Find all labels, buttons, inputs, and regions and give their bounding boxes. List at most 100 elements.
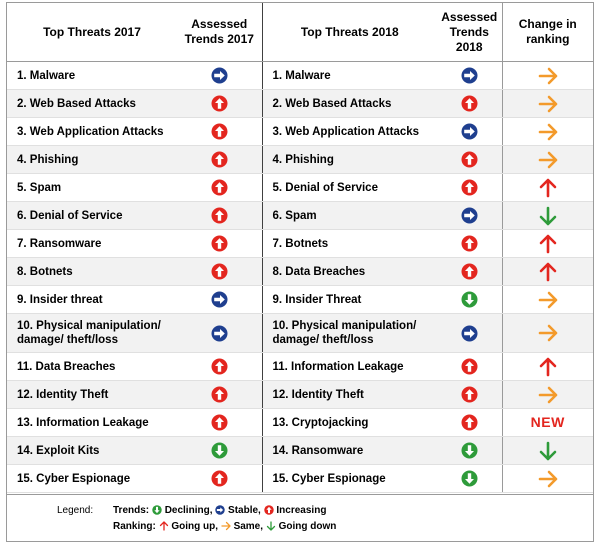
arrow-right-icon [538,67,558,84]
header-assessed-trends-2018: Assessed Trends 2018 [437,3,502,62]
increasing-icon [263,505,274,516]
table-row: 8. Botnets 8. Data Breaches [7,257,593,286]
threat-2017-name: 1. Malware [7,61,177,90]
trend-2018-cell [437,89,502,118]
stable-trend-icon [461,207,478,224]
threat-2018-name: 7. Botnets [261,229,437,258]
trend-2018-cell [437,408,502,437]
threat-2017-name: 3. Web Application Attacks [7,117,177,146]
change-in-ranking-cell [501,173,593,202]
increasing-trend-icon [461,358,478,375]
table-body: 1. Malware 1. Malware 2. Web Based Attacks… [7,61,593,493]
threat-2018-name: 3. Web Application Attacks [261,117,437,146]
trend-2018-cell [437,464,502,493]
table-row: 13. Information Leakage 13. Cryptojacking… [7,408,593,437]
legend-going-up-text: Going up, [171,521,218,533]
table-row: 6. Denial of Service 6. Spam [7,201,593,230]
trend-2017-cell [177,380,262,409]
trend-2018-cell [437,436,502,465]
increasing-trend-icon [211,95,228,112]
threat-2018-name: 11. Information Leakage [261,352,437,381]
stable-trend-icon [211,291,228,308]
increasing-trend-icon [461,95,478,112]
increasing-trend-icon [211,358,228,375]
trend-2017-cell [177,257,262,286]
trend-2018-cell [437,61,502,90]
trend-2018-cell [437,285,502,314]
header-top-threats-2018: Top Threats 2018 [261,3,437,62]
arrow-right-icon [538,386,558,403]
stable-trend-icon [461,123,478,140]
increasing-trend-icon [211,470,228,487]
trend-2017-cell [177,201,262,230]
trend-2018-cell [437,117,502,146]
table-row: 4. Phishing 4. Phishing [7,145,593,174]
trend-2017-cell [177,117,262,146]
threat-2017-name: 7. Ransomware [7,229,177,258]
increasing-trend-icon [211,151,228,168]
trend-2017-cell [177,408,262,437]
arrow-right-icon [538,291,558,308]
arrow-down-icon [266,521,276,532]
change-in-ranking-cell [501,201,593,230]
stable-trend-icon [461,325,478,341]
legend-increasing-text: Increasing [276,505,327,517]
arrow-right-icon [538,151,558,168]
change-in-ranking-cell [501,436,593,465]
trend-2018-cell [437,257,502,286]
legend-same-text: Same, [233,521,264,533]
change-in-ranking-cell [501,380,593,409]
trend-2017-cell [177,352,262,381]
table-row: 9. Insider threat 9. Insider Threat [7,285,593,314]
change-in-ranking-cell [501,89,593,118]
legend-trends-label: Trends: [113,505,150,517]
header-change-in-ranking: Change in ranking [501,3,593,62]
threat-2018-name: 4. Phishing [261,145,437,174]
trend-2017-cell [177,89,262,118]
stable-trend-icon [461,67,478,84]
increasing-trend-icon [461,414,478,431]
threat-2017-name: 10. Physical manipulation/ damage/ theft… [7,313,177,353]
trend-2017-cell [177,464,262,493]
arrow-right-icon [538,470,558,487]
declining-trend-icon [211,442,228,459]
threat-2018-name: 1. Malware [261,61,437,90]
arrow-right-icon [538,95,558,112]
header-top-threats-2017: Top Threats 2017 [7,3,177,62]
new-entry-label: NEW [530,413,565,430]
arrow-up-icon [159,521,169,532]
increasing-trend-icon [211,235,228,252]
declining-trend-icon [461,291,478,308]
change-in-ranking-cell [501,285,593,314]
change-in-ranking-cell [501,464,593,493]
threat-2017-name: 5. Spam [7,173,177,202]
change-in-ranking-cell: NEW [501,408,593,437]
table-row: 5. Spam 5. Denial of Service [7,173,593,202]
change-in-ranking-cell [501,257,593,286]
legend-going-down-text: Going down [278,521,337,533]
increasing-trend-icon [211,263,228,280]
table-row: 10. Physical manipulation/ damage/ theft… [7,313,593,353]
increasing-trend-icon [211,179,228,196]
arrow-up-icon [538,262,558,281]
table-row: 15. Cyber Espionage 15. Cyber Espionage [7,464,593,493]
change-in-ranking-cell [501,145,593,174]
threat-2017-name: 9. Insider threat [7,285,177,314]
declining-trend-icon [461,442,478,459]
increasing-trend-icon [461,386,478,403]
table-row: 1. Malware 1. Malware [7,61,593,90]
threat-2017-name: 13. Information Leakage [7,408,177,437]
threat-2017-name: 12. Identity Theft [7,380,177,409]
trend-2018-cell [437,173,502,202]
change-in-ranking-cell [501,229,593,258]
threat-2017-name: 11. Data Breaches [7,352,177,381]
threat-2017-name: 2. Web Based Attacks [7,89,177,118]
trend-2017-cell [177,436,262,465]
arrow-right-icon [221,521,231,532]
trend-2018-cell [437,145,502,174]
legend-ranking-label: Ranking: [113,521,156,533]
threat-2018-name: 9. Insider Threat [261,285,437,314]
table-row: 11. Data Breaches 11. Information Leakage [7,352,593,381]
stable-icon [215,505,225,516]
declining-trend-icon [461,470,478,487]
